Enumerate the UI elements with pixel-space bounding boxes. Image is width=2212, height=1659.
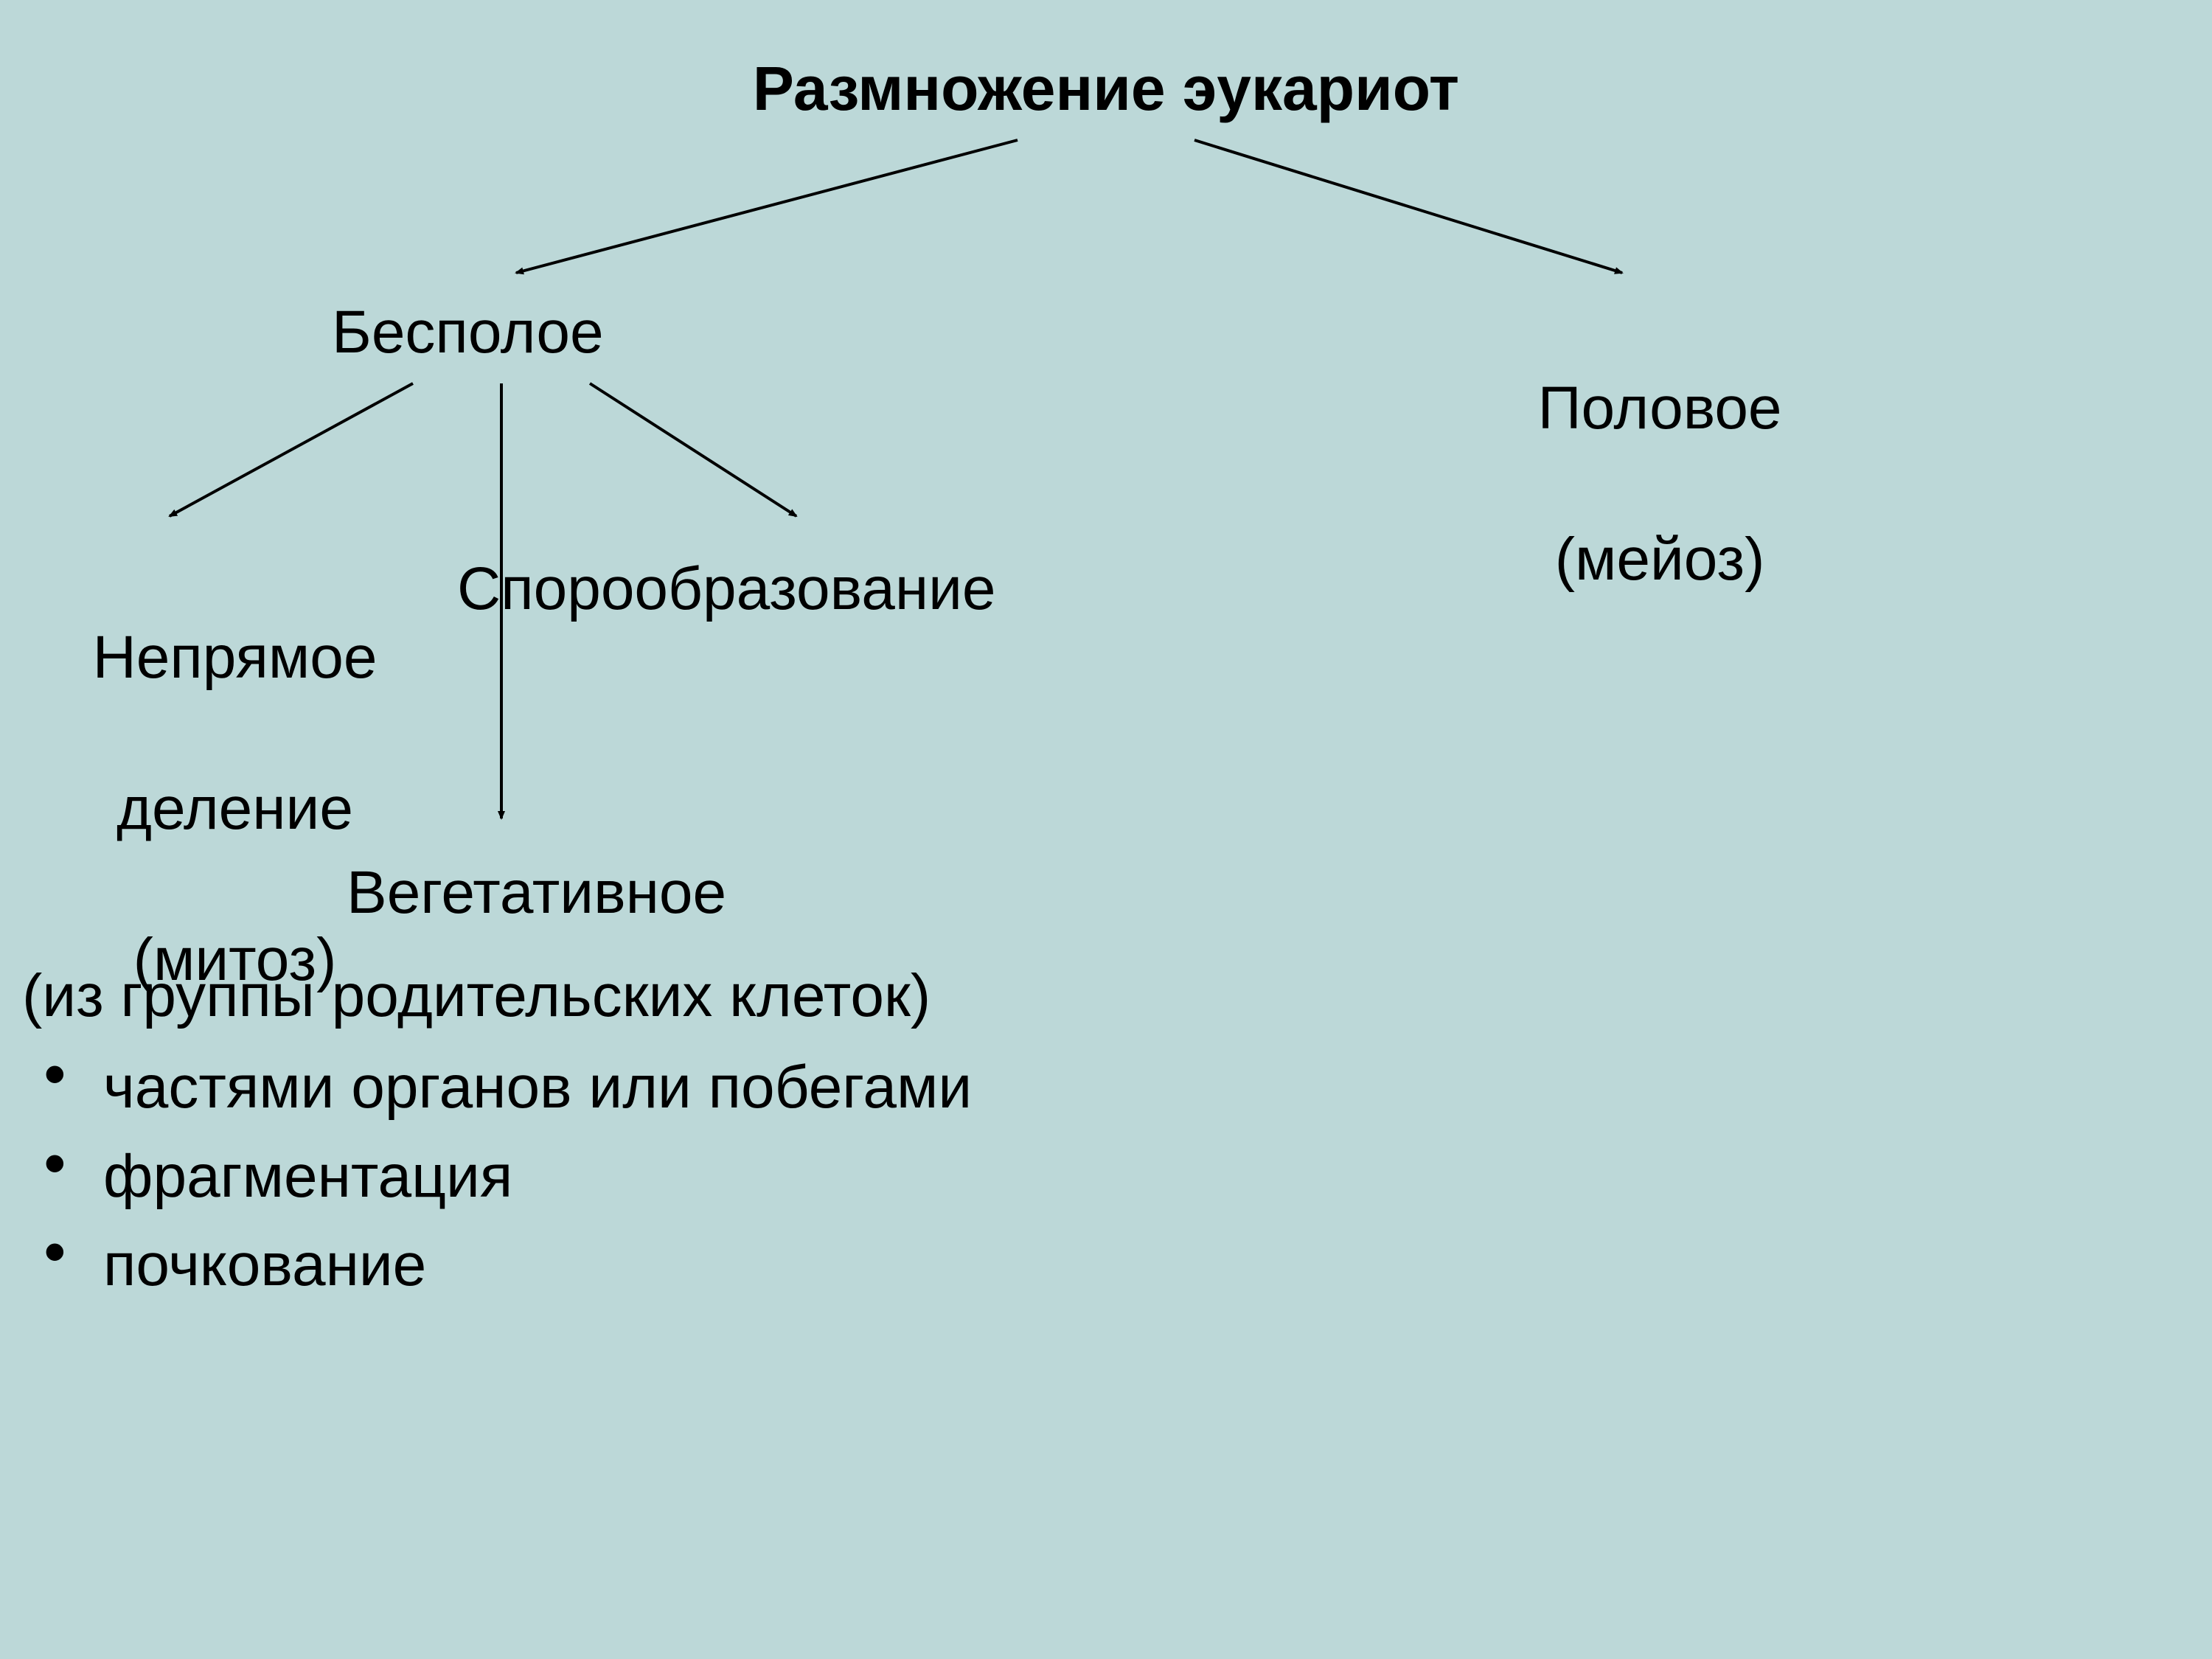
diagram-title: Размножение эукариот <box>0 50 2212 128</box>
node-indirect-division: Непрямое деление (митоз) <box>59 544 377 998</box>
bullet-item: частями органов или побегами <box>22 1047 973 1129</box>
node-indirect-line2: деление <box>116 775 353 842</box>
arrow-line <box>590 383 796 516</box>
node-vegetative: Вегетативное <box>347 855 726 931</box>
vegetative-bullet-list: частями органов или побегами фрагментаци… <box>22 1047 973 1314</box>
arrow-line <box>516 140 1018 273</box>
node-sporulation: Спорообразование <box>457 552 996 627</box>
arrow-line <box>170 383 413 516</box>
bullet-item: фрагментация <box>22 1136 973 1218</box>
node-sexual-line1: Половое <box>1538 375 1782 442</box>
node-sexual-line2: (мейоз) <box>1555 526 1765 593</box>
node-vegetative-subtitle: (из группы родительских клеток) <box>22 959 1202 1034</box>
node-sexual: Половое (мейоз) <box>1504 295 1782 597</box>
node-indirect-line1: Непрямое <box>93 624 378 691</box>
node-asexual: Бесполое <box>332 295 604 371</box>
arrow-line <box>1194 140 1622 273</box>
bullet-item: почкование <box>22 1225 973 1307</box>
